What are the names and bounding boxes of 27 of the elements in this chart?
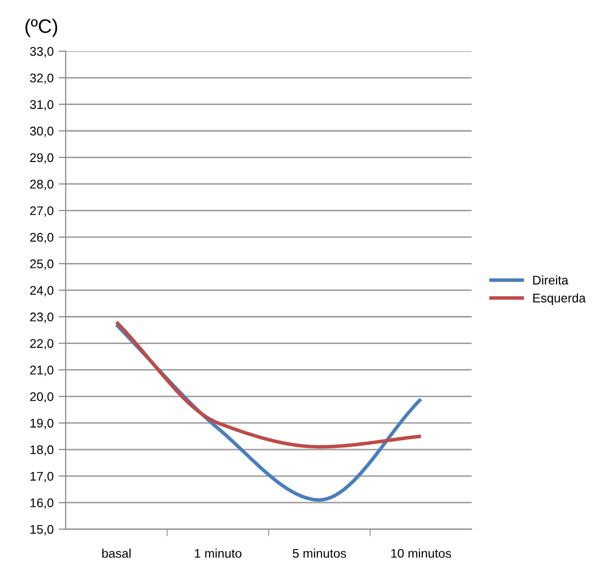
y-tick-label: 22,0: [30, 339, 54, 350]
y-tick-label: 18,0: [30, 445, 54, 456]
y-tick-label: 24,0: [30, 286, 54, 296]
y-tick-label: 20,0: [30, 392, 54, 403]
x-tick-label: 10 minutos: [391, 548, 452, 558]
y-tick-label: 21,0: [30, 366, 54, 376]
y-tick-label: 15,0: [30, 524, 54, 536]
y-tick-label: 32,0: [30, 74, 54, 84]
y-axis-title: (ºC): [25, 18, 58, 37]
legend-label: Direita: [533, 275, 568, 285]
x-tick-label: 5 minutos: [292, 548, 346, 558]
line-series: [114, 320, 423, 449]
legend-label: Esquerda: [533, 293, 586, 305]
y-tick-label: 33,0: [30, 47, 54, 58]
x-tick-label: basal: [102, 548, 131, 558]
y-tick-label: 30,0: [30, 126, 54, 137]
y-tick-label: 29,0: [30, 153, 54, 164]
y-tick-label: 25,0: [30, 259, 54, 270]
y-tick-label: 28,0: [30, 180, 54, 190]
y-tick-label: 16,0: [30, 498, 54, 509]
y-tick-label: 31,0: [30, 100, 54, 110]
x-tick-label: 1 minuto: [194, 548, 242, 558]
y-tick-label: 27,0: [30, 206, 54, 217]
y-tick-label: 19,0: [30, 418, 54, 430]
y-tick-label: 26,0: [30, 232, 54, 244]
y-tick-label: 17,0: [30, 472, 54, 482]
y-tick-label: 23,0: [30, 312, 54, 323]
